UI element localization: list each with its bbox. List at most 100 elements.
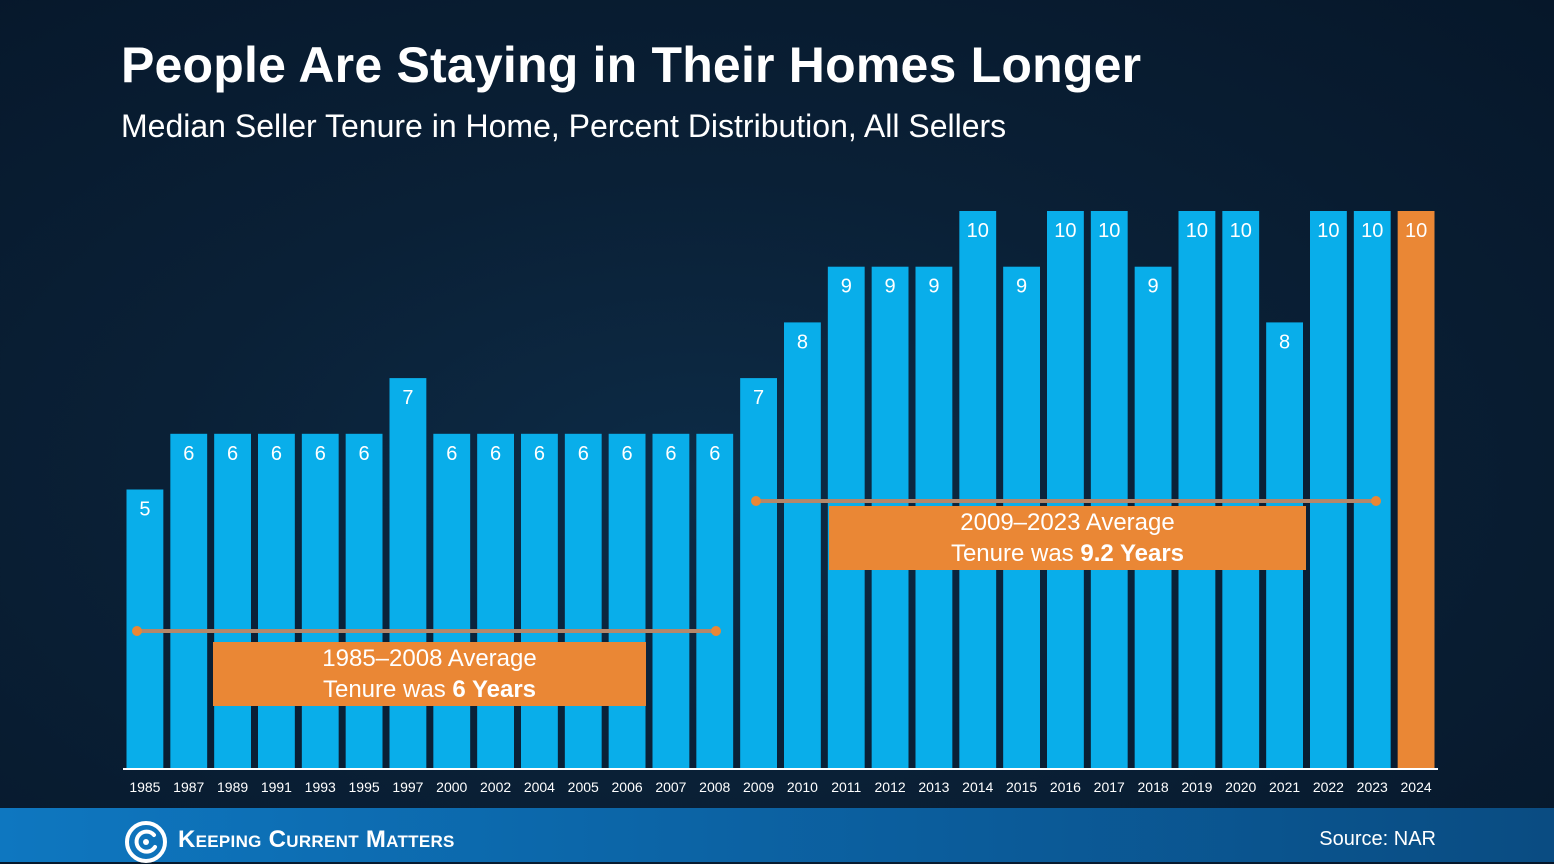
bar-1995 (345, 433, 383, 768)
x-tick-label-2008: 2008 (699, 779, 730, 795)
average-annotation-2009-2023: 2009–2023 Average Tenure was 9.2 Years (829, 506, 1306, 570)
annotation-2-line1: 2009–2023 Average (960, 509, 1175, 536)
bar-1989 (214, 433, 251, 768)
bar-1985 (126, 489, 164, 768)
bar-2014 (959, 211, 997, 768)
chart-title: People Are Staying in Their Homes Longer (121, 37, 1142, 93)
x-tick-label-2009: 2009 (743, 779, 774, 795)
annotation-1-line2-bold: 6 Years (452, 676, 537, 703)
value-label-2020: 10 (1230, 220, 1252, 242)
value-label-1997: 7 (402, 387, 413, 409)
x-tick-label-2024: 2024 (1401, 779, 1432, 795)
bar-2017 (1090, 211, 1128, 768)
value-label-2019: 10 (1186, 220, 1208, 242)
x-tick-label-2014: 2014 (962, 779, 993, 795)
bar-2022 (1310, 211, 1347, 768)
value-label-2000: 6 (446, 443, 457, 465)
value-label-2017: 10 (1098, 220, 1120, 242)
value-label-2018: 9 (1148, 276, 1159, 298)
value-label-2014: 10 (967, 220, 989, 242)
value-label-2016: 10 (1054, 220, 1076, 242)
average-line-endpoint-2009-2023-end (1371, 496, 1381, 506)
x-tick-label-2005: 2005 (568, 779, 599, 795)
value-label-2013: 9 (928, 276, 939, 298)
value-label-2009: 7 (753, 387, 764, 409)
x-tick-label-1989: 1989 (217, 779, 248, 795)
annotation-1-line1: 1985–2008 Average (322, 645, 537, 672)
annotation-1-line2: Tenure was 6 Years (213, 674, 646, 705)
kcm-swirl-icon (125, 821, 167, 863)
x-tick-label-2021: 2021 (1269, 779, 1300, 795)
x-tick-label-2018: 2018 (1138, 779, 1169, 795)
bar-2000 (433, 433, 471, 768)
annotation-2-line2-prefix: Tenure was (950, 540, 1081, 567)
x-tick-labels-group: 1985 1987 1989 1991 1993 1995 1997 2000 2002 2004… (129, 779, 1432, 795)
bars-group (126, 211, 1435, 768)
x-tick-label-2015: 2015 (1006, 779, 1037, 795)
annotation-2-line2-bold: 9.2 Years (1080, 540, 1185, 567)
x-tick-label-1987: 1987 (173, 779, 204, 795)
bar-1993 (301, 433, 339, 768)
bar-2016 (1047, 211, 1084, 768)
value-label-1985: 5 (139, 499, 150, 521)
value-label-2012: 9 (885, 276, 896, 298)
average-annotation-1985-2008: 1985–2008 Average Tenure was 6 Years (213, 642, 646, 706)
average-line-endpoint-1985-2008-start (132, 626, 142, 636)
value-label-1995: 6 (359, 443, 370, 465)
x-tick-label-2007: 2007 (655, 779, 686, 795)
value-label-2007: 6 (665, 443, 676, 465)
bar-2020 (1222, 211, 1260, 768)
value-label-2006: 6 (622, 443, 633, 465)
value-label-2015: 9 (1016, 276, 1027, 298)
x-tick-label-2000: 2000 (436, 779, 467, 795)
value-label-1989: 6 (227, 443, 238, 465)
value-label-2023: 10 (1361, 220, 1383, 242)
footer-bar: Keeping Current Matters Source: NAR (0, 808, 1554, 863)
bar-2004 (521, 433, 558, 768)
average-lines-group (132, 496, 1381, 636)
value-label-2005: 6 (578, 443, 589, 465)
x-tick-label-2006: 2006 (612, 779, 643, 795)
annotation-1-line2-prefix: Tenure was (322, 676, 453, 703)
bar-2006 (608, 433, 646, 768)
x-tick-label-2020: 2020 (1225, 779, 1256, 795)
bar-1991 (258, 433, 295, 768)
x-tick-label-2012: 2012 (875, 779, 906, 795)
average-line-endpoint-2009-2023-start (751, 496, 761, 506)
value-label-2004: 6 (534, 443, 545, 465)
x-tick-label-2019: 2019 (1181, 779, 1212, 795)
value-label-1993: 6 (315, 443, 326, 465)
x-tick-label-1997: 1997 (392, 779, 423, 795)
value-label-2002: 6 (490, 443, 501, 465)
bar-2019 (1178, 211, 1216, 768)
x-tick-label-2011: 2011 (831, 779, 861, 795)
average-line-endpoint-1985-2008-end (711, 626, 721, 636)
value-label-1987: 6 (183, 443, 194, 465)
x-tick-label-2010: 2010 (787, 779, 818, 795)
value-labels-group: 5 6 6 6 6 6 7 6 6 6 6 6 6 6 7 8 9 9 9 10 9 10 10 9 10 10 8 10 10 10 (139, 220, 1427, 521)
x-tick-label-1993: 1993 (305, 779, 336, 795)
x-tick-label-2017: 2017 (1094, 779, 1125, 795)
value-label-2024: 10 (1405, 220, 1427, 242)
source-note: Source: NAR (1319, 828, 1436, 850)
value-label-2011: 9 (841, 276, 852, 298)
brand-name: Keeping Current Matters (178, 826, 455, 853)
x-tick-label-1995: 1995 (349, 779, 380, 795)
x-tick-label-2023: 2023 (1357, 779, 1388, 795)
value-label-2022: 10 (1317, 220, 1339, 242)
bar-2009 (740, 378, 777, 768)
bar-2010 (784, 322, 821, 768)
chart-subtitle: Median Seller Tenure in Home, Percent Di… (121, 108, 1007, 144)
annotation-2-line2: Tenure was 9.2 Years (829, 538, 1306, 569)
bar-2002 (477, 433, 514, 768)
bar-1997 (389, 378, 427, 768)
value-label-2021: 8 (1279, 331, 1290, 353)
bar-2007 (652, 433, 690, 768)
x-tick-label-2002: 2002 (480, 779, 511, 795)
bar-chart: 5 6 6 6 6 6 7 6 6 6 6 6 6 6 7 8 9 9 9 10 9 10 10 9 10 10 8 10 10 10 1… (126, 211, 1435, 795)
bar-2008 (696, 433, 734, 768)
x-tick-label-1991: 1991 (261, 779, 292, 795)
value-label-2010: 8 (797, 331, 808, 353)
value-label-1991: 6 (271, 443, 282, 465)
x-tick-label-2016: 2016 (1050, 779, 1081, 795)
